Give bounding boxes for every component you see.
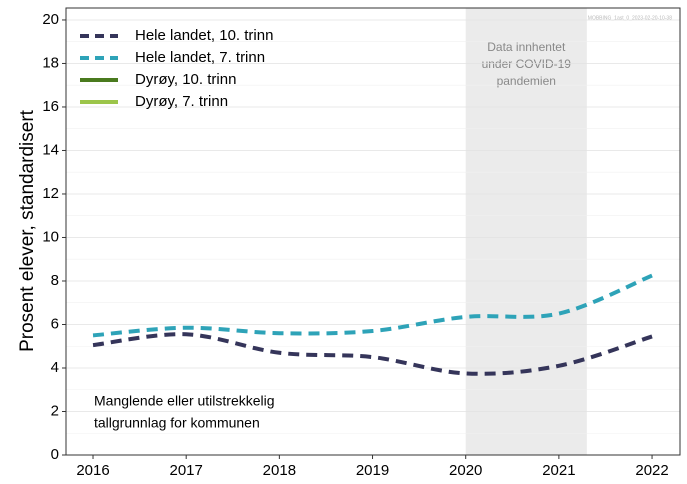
- x-tick-label: 2018: [263, 462, 296, 479]
- legend-label: Dyrøy, 10. trinn: [135, 71, 236, 88]
- y-tick-label: 10: [42, 228, 59, 245]
- y-axis-label: Prosent elever, standardisert: [17, 109, 38, 352]
- y-tick-label: 2: [51, 402, 59, 419]
- y-tick-label: 4: [51, 359, 59, 376]
- x-tick-label: 2021: [542, 462, 575, 479]
- y-tick-label: 12: [42, 185, 59, 202]
- legend-label: Hele landet, 10. trinn: [135, 27, 273, 44]
- y-tick-label: 0: [51, 446, 59, 463]
- x-tick-label: 2016: [76, 462, 109, 479]
- plot-frame: [65, 7, 681, 456]
- shade-label: pandemien: [497, 74, 556, 88]
- y-tick-label: 16: [42, 98, 59, 115]
- series-line: [92, 332, 653, 376]
- note: Manglende eller utilstrekkelig: [94, 393, 275, 409]
- x-tick-label: 2017: [170, 462, 203, 479]
- y-tick-label: 6: [51, 315, 59, 332]
- y-tick-label: 20: [42, 11, 59, 28]
- shade-label: under COVID-19: [482, 57, 572, 71]
- y-tick-label: 14: [42, 141, 59, 158]
- watermark: MOBBING_1ast_0_2023-02-20-10-38: [588, 15, 672, 21]
- y-tick-label: 18: [42, 54, 59, 71]
- y-tick-label: 8: [51, 272, 59, 289]
- note: tallgrunnlag for kommunen: [94, 415, 260, 431]
- legend-label: Dyrøy, 7. trinn: [135, 93, 228, 110]
- x-tick-label: 2022: [635, 462, 668, 479]
- series-line: [92, 273, 653, 338]
- shade-label: Data innhentet: [487, 40, 566, 54]
- x-tick-label: 2020: [449, 462, 482, 479]
- x-tick-label: 2019: [356, 462, 389, 479]
- covid-shade: [465, 8, 587, 455]
- legend-label: Hele landet, 7. trinn: [135, 49, 265, 66]
